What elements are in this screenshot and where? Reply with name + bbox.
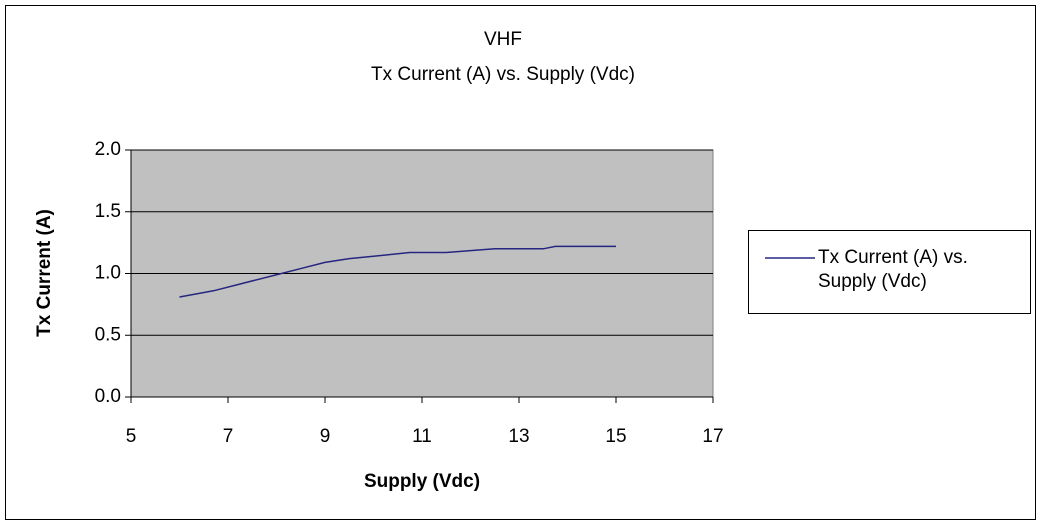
- x-tick-label: 15: [605, 426, 626, 447]
- legend-box: [748, 230, 1031, 314]
- y-tick-label: 1.0: [95, 263, 121, 284]
- x-tick-label: 11: [412, 426, 432, 447]
- y-tick-label: 0.5: [95, 324, 121, 345]
- y-tick-label: 1.5: [95, 201, 121, 222]
- x-tick-label: 5: [126, 426, 137, 447]
- y-axis-label: Tx Current (A): [34, 209, 55, 337]
- x-tick-label: 9: [320, 426, 331, 447]
- x-tick-label: 7: [223, 426, 234, 447]
- legend-label: Tx Current (A) vs. Supply (Vdc): [818, 247, 968, 292]
- x-tick-label: 13: [508, 426, 529, 447]
- chart-subtitle: Tx Current (A) vs. Supply (Vdc): [371, 64, 635, 85]
- x-tick-label: 17: [702, 426, 723, 447]
- chart-title: VHF: [484, 29, 522, 50]
- x-axis-label: Supply (Vdc): [364, 471, 480, 492]
- data-line: [179, 245, 616, 298]
- y-tick-label: 0.0: [95, 386, 121, 407]
- y-tick-label: 2.0: [95, 139, 121, 160]
